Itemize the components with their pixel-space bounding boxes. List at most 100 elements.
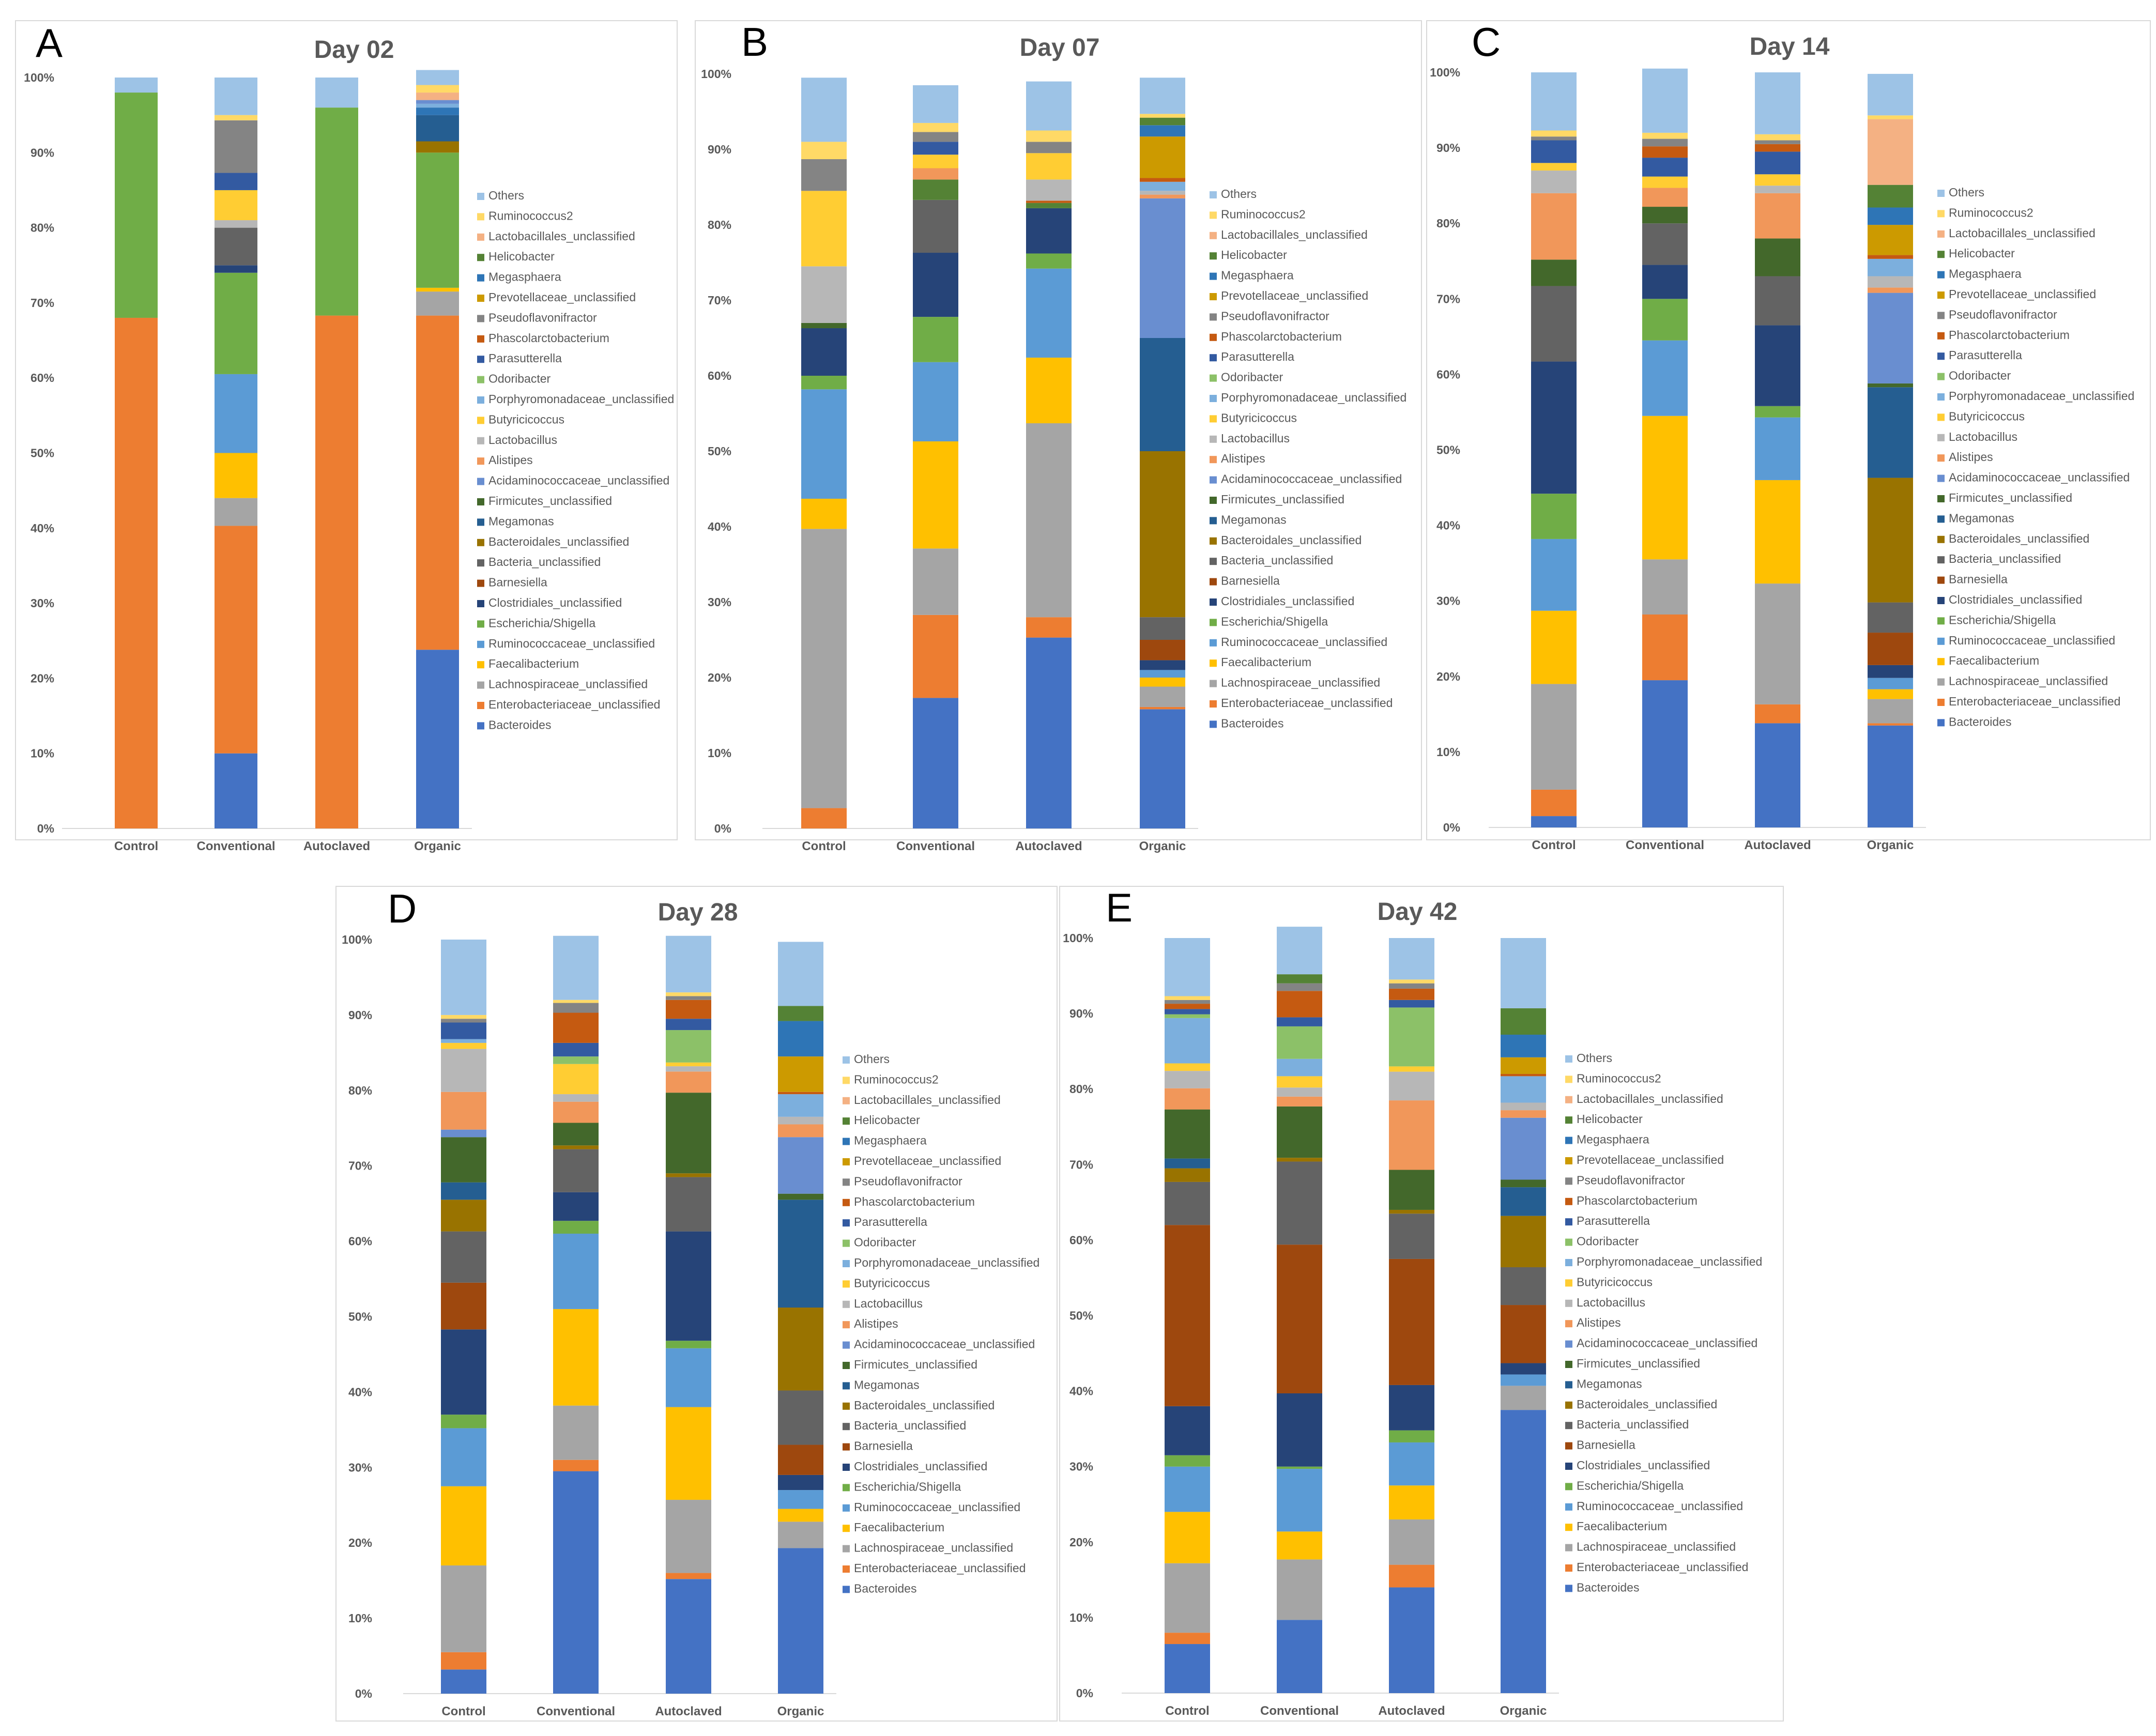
- legend-label: Firmicutes_unclassified: [854, 1358, 977, 1371]
- bar-segment-alistipes: [913, 168, 958, 180]
- legend-swatch: [477, 437, 484, 444]
- legend-swatch: [843, 1586, 850, 1593]
- bar-segment-lachnospiraceae-unclassified: [778, 1522, 823, 1548]
- x-tick-label: Organic: [1867, 838, 1914, 852]
- bar-segment-bacteroidales-unclassified: [1277, 1158, 1322, 1162]
- y-tick-label: 90%: [1069, 1007, 1093, 1020]
- legend-swatch: [843, 1219, 850, 1227]
- bar-segment-firmicutes-unclassified: [1755, 238, 1800, 276]
- legend-swatch: [1210, 374, 1217, 382]
- legend-swatch: [1565, 1564, 1572, 1572]
- bar-segment-alistipes: [1140, 194, 1185, 198]
- legend-label: Megamonas: [1221, 513, 1287, 526]
- legend: Others Ruminococcus2 Lactobacillales_uncla…: [1565, 1051, 1762, 1594]
- legend: Others Ruminococcus2 Lactobacillales_uncla…: [1210, 187, 1406, 730]
- bar-segment-butyricicoccus: [666, 1062, 711, 1067]
- x-tick-label: Organic: [414, 839, 461, 853]
- bar-segment-phascolarctobacterium: [1026, 201, 1072, 203]
- y-tick-label: 0%: [714, 822, 731, 835]
- bar-segment-escherichia-shigella: [553, 1221, 599, 1234]
- legend-label: Megamonas: [1577, 1377, 1642, 1390]
- bar-segment-clostridiales-unclassified: [1026, 208, 1072, 254]
- legend-label: Porphyromonadaceae_unclassified: [1949, 389, 2134, 403]
- legend-swatch: [477, 478, 484, 485]
- bar-segment-parasutterella: [441, 1022, 486, 1039]
- bar-segment-ruminococcus2: [913, 122, 958, 132]
- legend-label: Ruminococcus2: [1949, 206, 2033, 219]
- y-tick-label: 10%: [1069, 1611, 1093, 1624]
- bar-segment-acidaminococcaceae-unclassified: [1501, 1117, 1546, 1180]
- bar-segment-firmicutes-unclassified: [1868, 383, 1913, 388]
- bar-segment-enterobacteriaceae-unclassified: [1868, 723, 1913, 726]
- legend-label: Faecalibacterium: [1949, 654, 2039, 667]
- bar-segment-parasutterella: [1277, 1017, 1322, 1026]
- bar-segment-others: [1642, 68, 1688, 133]
- bar-segment-others: [1026, 81, 1072, 131]
- bar-segment-helicobacter: [1140, 117, 1185, 126]
- legend-swatch: [1937, 230, 1945, 238]
- bar-segment-lachnospiraceae-unclassified: [1389, 1519, 1434, 1565]
- bar-segment-barnesiella: [1140, 640, 1185, 660]
- chart-title: Day 28: [658, 899, 738, 926]
- bar-segment-enterobacteriaceae-unclassified: [215, 526, 257, 754]
- legend-label: Bacteroidales_unclassified: [854, 1399, 995, 1412]
- legend-swatch: [1565, 1136, 1572, 1144]
- legend-label: Prevotellaceae_unclassified: [1949, 287, 2096, 301]
- bar-segment-phascolarctobacterium: [666, 1000, 711, 1019]
- bar-segment-bacteria-unclassified: [1165, 1181, 1210, 1225]
- y-tick-label: 10%: [1436, 745, 1460, 759]
- y-tick-label: 90%: [1436, 141, 1460, 155]
- legend-swatch: [1937, 251, 1945, 258]
- legend-label: Faecalibacterium: [854, 1520, 944, 1534]
- bar-segment-porphyromonadaceae-unclassified: [416, 103, 459, 108]
- bar-segment-porphyromonadaceae-unclassified: [1277, 1058, 1322, 1077]
- legend-swatch: [1210, 476, 1217, 484]
- legend-swatch: [477, 681, 484, 689]
- legend-label: Barnesiella: [854, 1439, 913, 1453]
- bar-segment-faecalibacterium: [1389, 1485, 1434, 1519]
- bar-segment-lachnospiraceae-unclassified: [1642, 559, 1688, 614]
- bar-segment-parasutterella: [913, 142, 958, 155]
- bar-segment-clostridiales-unclassified: [801, 328, 847, 376]
- bar-segment-ruminococcaceae-unclassified: [1026, 268, 1072, 358]
- y-tick-label: 60%: [1436, 367, 1460, 381]
- legend-label: Bacteroides: [1577, 1580, 1639, 1594]
- legend-swatch: [477, 722, 484, 730]
- y-tick-label: 100%: [342, 933, 372, 946]
- bar-segment-odoribacter: [553, 1056, 599, 1064]
- x-tick-label: Conventional: [896, 839, 975, 853]
- bar-segment-bacteroides: [215, 753, 257, 828]
- bar-segment-acidaminococcaceae-unclassified: [1140, 198, 1185, 338]
- bar-segment-firmicutes-unclassified: [1642, 207, 1688, 224]
- legend-label: Escherichia/Shigella: [1221, 614, 1328, 628]
- bar-segment-bacteria-unclassified: [553, 1149, 599, 1192]
- legend-swatch: [477, 274, 484, 282]
- legend-swatch: [1210, 456, 1217, 464]
- bar-segment-megamonas: [1140, 338, 1185, 451]
- bar-segment-bacteria-unclassified: [1642, 223, 1688, 265]
- bar-segment-others: [215, 78, 257, 115]
- bar-segment-barnesiella: [1868, 633, 1913, 665]
- bar-segment-phascolarctobacterium: [1140, 178, 1185, 182]
- bar-segment-acidaminococcaceae-unclassified: [778, 1137, 823, 1194]
- bar-segment-bacteroides: [416, 650, 459, 828]
- legend-label: Acidaminococcaceae_unclassified: [1949, 471, 2130, 484]
- bar-segment-porphyromonadaceae-unclassified: [1140, 181, 1185, 191]
- bar-conventional: [1277, 927, 1322, 1693]
- legend-label: Lachnospiraceae_unclassified: [1577, 1540, 1736, 1554]
- bar-segment-firmicutes-unclassified: [553, 1123, 599, 1146]
- bar-segment-ruminococcus2: [1868, 115, 1913, 119]
- legend-swatch: [1937, 637, 1945, 645]
- bar-segment-phascolarctobacterium: [553, 1012, 599, 1043]
- x-tick-label: Conventional: [1260, 1704, 1339, 1718]
- bar-segment-lactobacillus: [1501, 1102, 1546, 1111]
- legend-swatch: [477, 254, 484, 262]
- legend-swatch: [477, 640, 484, 648]
- bar-control: [1531, 72, 1577, 827]
- bar-segment-firmicutes-unclassified: [1277, 1106, 1322, 1158]
- bar-segment-lactobacillus: [666, 1066, 711, 1072]
- legend-swatch: [1565, 1197, 1572, 1205]
- bar-segment-megamonas: [1868, 387, 1913, 478]
- bar-segment-firmicutes-unclassified: [441, 1137, 486, 1182]
- bar-segment-others: [441, 940, 486, 1015]
